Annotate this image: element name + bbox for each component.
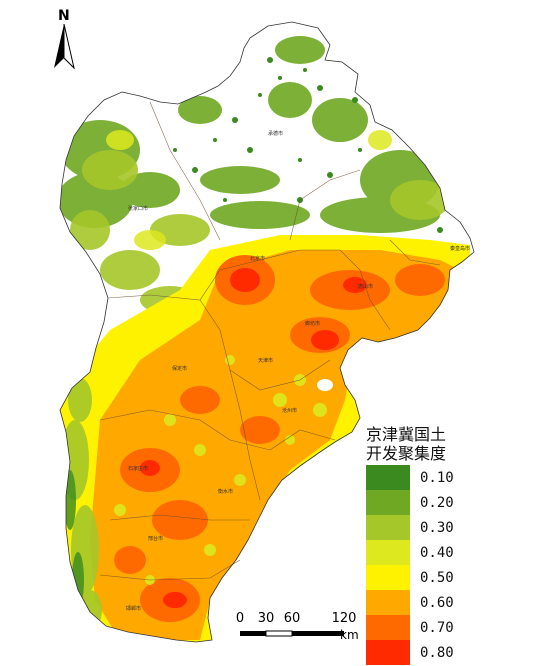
city-label: 沧州市 xyxy=(282,407,297,414)
prefecture-boundaries xyxy=(99,101,441,581)
legend-label: 0.20 xyxy=(420,494,454,511)
legend-label: 0.40 xyxy=(420,544,454,561)
scale-tick-label: 0 xyxy=(235,611,245,626)
legend-item: 0.70 xyxy=(366,615,476,640)
legend-item: 0.20 xyxy=(366,490,476,515)
legend-swatch xyxy=(366,540,410,565)
north-arrow: N xyxy=(48,8,78,70)
scale-bar: 0 30 60 120 km xyxy=(235,611,359,642)
scale-bar-graphic xyxy=(240,630,344,637)
legend-swatch xyxy=(366,565,410,590)
legend-label: 0.30 xyxy=(420,519,454,536)
legend-label: 0.80 xyxy=(420,644,454,661)
legend-swatch xyxy=(366,490,410,515)
north-arrow-icon xyxy=(54,24,75,70)
legend-item: 0.60 xyxy=(366,590,476,615)
city-label: 石家庄市 xyxy=(128,465,148,472)
legend-item: 0.30 xyxy=(366,515,476,540)
legend-swatch xyxy=(366,465,410,490)
scale-tick-label: 30 xyxy=(257,611,275,626)
scale-tick-label: 60 xyxy=(283,611,301,626)
legend-item: 0.10 xyxy=(366,465,476,490)
legend-swatch xyxy=(366,515,410,540)
city-label: 张家口市 xyxy=(128,205,148,212)
city-label: 秦皇岛市 xyxy=(450,245,470,252)
city-label: 廊坊市 xyxy=(305,320,320,327)
legend-swatch xyxy=(366,640,410,665)
legend-label: 0.70 xyxy=(420,619,454,636)
legend-swatch xyxy=(366,615,410,640)
city-label: 承德市 xyxy=(268,130,283,137)
legend-item: 0.40 xyxy=(366,540,476,565)
north-letter: N xyxy=(58,8,70,24)
city-label: 保定市 xyxy=(172,365,187,372)
legend-label: 0.50 xyxy=(420,569,454,586)
city-label: 天津市 xyxy=(258,357,273,364)
legend: 京津冀国土 开发聚集度 0.10 0.20 0.30 0.40 0.50 0.60 0.70… xyxy=(366,425,476,665)
legend-title-line1: 京津冀国土 xyxy=(366,425,447,444)
legend-label: 0.60 xyxy=(420,594,454,611)
legend-items: 0.10 0.20 0.30 0.40 0.50 0.60 0.70 0.80 xyxy=(366,465,476,665)
legend-item: 0.50 xyxy=(366,565,476,590)
city-label: 唐山市 xyxy=(358,283,373,290)
legend-item: 0.80 xyxy=(366,640,476,665)
city-label: 衡水市 xyxy=(218,488,233,495)
scale-tick-label: 120 xyxy=(331,611,357,626)
city-label: 北京市 xyxy=(250,255,265,262)
scale-unit: km xyxy=(340,628,359,642)
legend-title: 京津冀国土 开发聚集度 xyxy=(366,425,476,463)
legend-swatch xyxy=(366,590,410,615)
city-label: 邯郸市 xyxy=(126,605,141,612)
city-label: 邢台市 xyxy=(148,535,163,542)
legend-title-line2: 开发聚集度 xyxy=(366,444,447,463)
legend-label: 0.10 xyxy=(420,469,454,486)
